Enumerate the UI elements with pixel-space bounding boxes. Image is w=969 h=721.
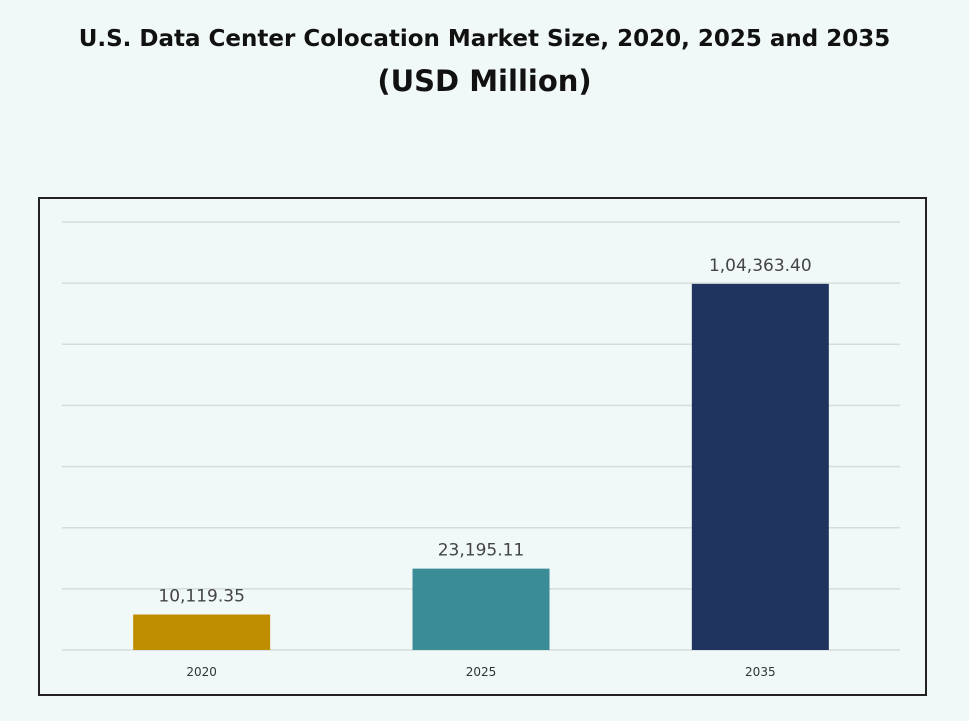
- chart-frame: [38, 197, 927, 696]
- x-tick-label: 2020: [186, 665, 217, 679]
- bar-2025: [412, 568, 550, 650]
- bar-2020: [133, 614, 271, 650]
- chart-subtitle: (USD Million): [377, 64, 592, 98]
- x-tick-label: 2025: [466, 665, 497, 679]
- bar-2035: [691, 283, 829, 650]
- chart-title: U.S. Data Center Colocation Market Size,…: [78, 26, 891, 52]
- data-label: 1,04,363.40: [709, 256, 812, 276]
- data-label: 23,195.11: [438, 541, 525, 561]
- data-label: 10,119.35: [158, 586, 245, 606]
- x-tick-label: 2035: [745, 665, 776, 679]
